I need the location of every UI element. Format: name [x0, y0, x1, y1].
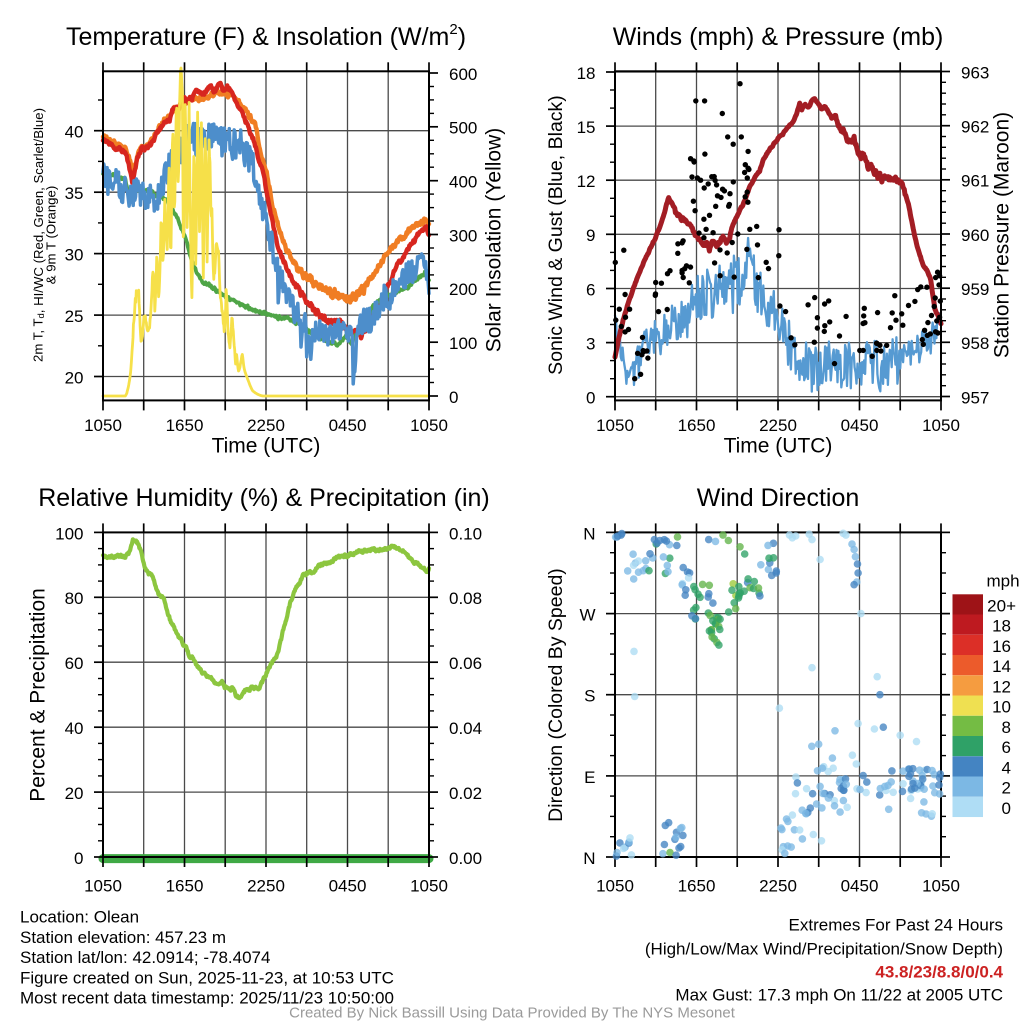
svg-text:0: 0: [1002, 799, 1011, 818]
svg-text:6: 6: [586, 280, 595, 299]
svg-text:Station elevation: 457.23 m: Station elevation: 457.23 m: [20, 928, 226, 947]
svg-text:12: 12: [577, 172, 596, 191]
svg-text:Solar Insolation (Yellow): Solar Insolation (Yellow): [483, 128, 506, 353]
svg-text:20+: 20+: [987, 596, 1016, 615]
svg-text:957: 957: [961, 388, 989, 407]
svg-text:1050: 1050: [922, 877, 960, 896]
svg-text:Max Gust: 17.3 mph On 11/22 at: Max Gust: 17.3 mph On 11/22 at 2005 UTC: [675, 986, 1003, 1005]
svg-text:Direction (Colored By Speed): Direction (Colored By Speed): [545, 568, 567, 822]
svg-text:Relative Humidity (%) & Precip: Relative Humidity (%) & Precipitation (i…: [38, 484, 490, 512]
svg-text:0.08: 0.08: [449, 589, 482, 608]
svg-text:40: 40: [65, 719, 84, 738]
svg-text:1050: 1050: [84, 416, 122, 435]
svg-text:& 9m T (Orange): & 9m T (Orange): [44, 186, 59, 284]
svg-text:0: 0: [586, 389, 595, 408]
svg-text:8: 8: [1002, 718, 1011, 737]
svg-text:100: 100: [449, 334, 477, 353]
svg-text:1050: 1050: [922, 416, 960, 435]
svg-text:0450: 0450: [329, 877, 367, 896]
svg-text:2250: 2250: [247, 877, 285, 896]
svg-text:0.06: 0.06: [449, 654, 482, 673]
svg-text:500: 500: [449, 119, 477, 138]
svg-text:Sonic Wind & Gust (Blue, Black: Sonic Wind & Gust (Blue, Black): [545, 95, 567, 375]
svg-text:W: W: [579, 605, 595, 624]
svg-text:1650: 1650: [166, 877, 204, 896]
svg-text:Temperature (F) & Insolation (: Temperature (F) & Insolation (W/m2): [66, 21, 466, 52]
svg-text:Extremes For Past 24 Hours: Extremes For Past 24 Hours: [789, 916, 1003, 935]
svg-text:960: 960: [961, 226, 989, 245]
svg-text:400: 400: [449, 173, 477, 192]
svg-text:100: 100: [55, 524, 83, 543]
svg-text:Percent & Precipitation: Percent & Precipitation: [27, 588, 50, 802]
svg-text:35: 35: [65, 184, 84, 203]
svg-text:Time (UTC): Time (UTC): [724, 435, 833, 458]
svg-text:80: 80: [65, 589, 84, 608]
svg-text:15: 15: [577, 118, 596, 137]
svg-text:16: 16: [992, 637, 1011, 656]
svg-text:Figure created on Sun, 2025-11: Figure created on Sun, 2025-11-23, at 10…: [20, 968, 394, 987]
svg-text:0450: 0450: [841, 877, 879, 896]
svg-text:9: 9: [586, 226, 595, 245]
svg-text:10: 10: [992, 698, 1011, 717]
svg-text:60: 60: [65, 654, 84, 673]
svg-text:1050: 1050: [596, 416, 634, 435]
svg-text:0.10: 0.10: [449, 524, 482, 543]
svg-text:2250: 2250: [759, 416, 797, 435]
svg-text:1050: 1050: [410, 416, 448, 435]
svg-text:2250: 2250: [247, 416, 285, 435]
svg-text:S: S: [584, 687, 595, 706]
svg-text:0450: 0450: [841, 416, 879, 435]
svg-text:mph: mph: [986, 572, 1019, 591]
svg-text:0.04: 0.04: [449, 719, 482, 738]
svg-text:Winds (mph) & Pressure (mb): Winds (mph) & Pressure (mb): [613, 23, 944, 51]
svg-text:300: 300: [449, 226, 477, 245]
svg-text:14: 14: [992, 657, 1011, 676]
svg-text:961: 961: [961, 172, 989, 191]
svg-text:1650: 1650: [166, 416, 204, 435]
svg-text:958: 958: [961, 334, 989, 353]
svg-text:Station Pressure (Maroon): Station Pressure (Maroon): [991, 112, 1014, 358]
svg-text:25: 25: [65, 307, 84, 326]
svg-text:0450: 0450: [329, 416, 367, 435]
svg-text:N: N: [583, 524, 595, 543]
svg-text:962: 962: [961, 118, 989, 137]
svg-text:E: E: [584, 768, 595, 787]
svg-text:963: 963: [961, 63, 989, 82]
svg-text:0.02: 0.02: [449, 784, 482, 803]
svg-text:1650: 1650: [678, 877, 716, 896]
svg-text:Location: Olean: Location: Olean: [20, 908, 139, 927]
svg-text:200: 200: [449, 280, 477, 299]
svg-text:0.00: 0.00: [449, 849, 482, 868]
svg-text:600: 600: [449, 65, 477, 84]
svg-text:30: 30: [65, 246, 84, 265]
svg-text:1650: 1650: [678, 416, 716, 435]
svg-text:1050: 1050: [410, 877, 448, 896]
svg-text:1050: 1050: [84, 877, 122, 896]
svg-text:Created By Nick Bassill Using: Created By Nick Bassill Using Data Provi…: [289, 1005, 736, 1022]
svg-text:959: 959: [961, 280, 989, 299]
svg-text:2: 2: [1002, 779, 1011, 798]
svg-text:6: 6: [1002, 738, 1011, 757]
svg-text:20: 20: [65, 368, 84, 387]
svg-text:0: 0: [74, 849, 83, 868]
svg-text:N: N: [583, 849, 595, 868]
svg-text:3: 3: [586, 334, 595, 353]
svg-text:Wind Direction: Wind Direction: [697, 484, 860, 512]
svg-text:2m T, Td, HI/WC (Red, Green, S: 2m T, Td, HI/WC (Red, Green, Scarlet/Blu…: [31, 108, 47, 362]
svg-text:Most recent data timestamp: 20: Most recent data timestamp: 2025/11/23 1…: [20, 989, 394, 1008]
svg-text:40: 40: [65, 123, 84, 142]
svg-text:2250: 2250: [759, 877, 797, 896]
svg-text:(High/Low/Max Wind/Precipitati: (High/Low/Max Wind/Precipitation/Snow De…: [645, 940, 1003, 959]
svg-text:18: 18: [992, 617, 1011, 636]
svg-text:Station lat/lon: 42.0914; -78.: Station lat/lon: 42.0914; -78.4074: [20, 948, 270, 967]
svg-text:1050: 1050: [596, 877, 634, 896]
svg-text:20: 20: [65, 784, 84, 803]
svg-text:0: 0: [449, 388, 458, 407]
svg-text:4: 4: [1002, 758, 1011, 777]
svg-text:12: 12: [992, 677, 1011, 696]
svg-text:43.8/23/8.8/0/0.4: 43.8/23/8.8/0/0.4: [875, 963, 1003, 982]
svg-text:Time (UTC): Time (UTC): [212, 435, 321, 458]
svg-text:18: 18: [577, 64, 596, 83]
